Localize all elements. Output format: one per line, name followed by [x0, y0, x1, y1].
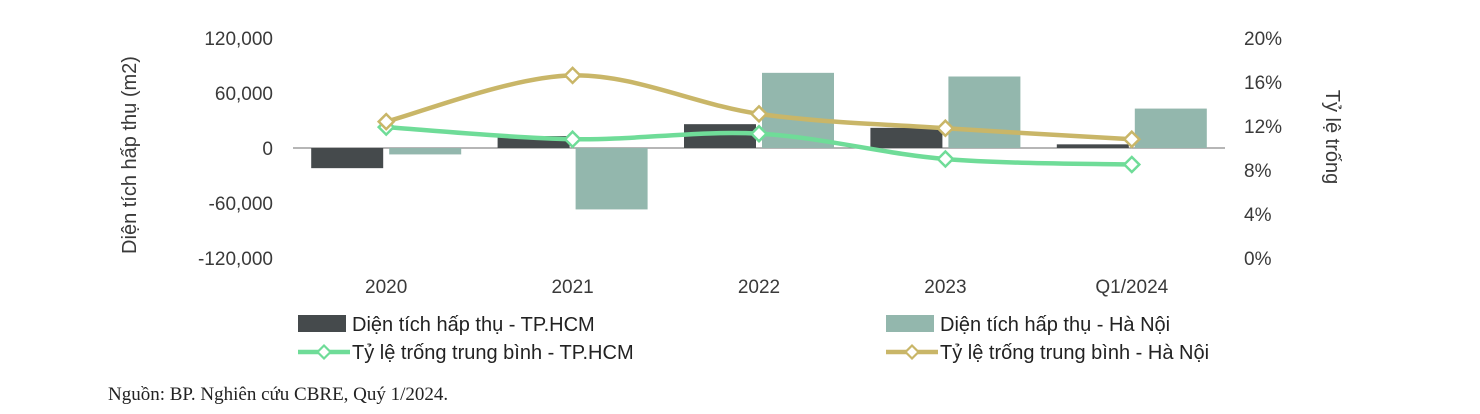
marker-vacancy-hanoi: [936, 118, 955, 138]
y-tick-label: -120,000: [198, 249, 273, 270]
marker-vacancy-hcm: [1122, 155, 1142, 174]
lines-layer: [376, 66, 1142, 174]
legend-marker: [315, 343, 333, 361]
y-tick-label: 60,000: [215, 84, 273, 105]
legend-marker: [903, 343, 921, 361]
marker-vacancy-hanoi: [376, 112, 396, 131]
bar-hanoi: [389, 148, 462, 155]
marker-vacancy-hcm: [563, 129, 582, 149]
y2-tick-label: 20%: [1244, 29, 1282, 50]
bars-layer: [311, 72, 1207, 210]
y2-tick-label: 16%: [1244, 73, 1282, 94]
y2-axis-title: Tỷ lệ trống: [1321, 90, 1343, 184]
legend-label: Tỷ lệ trống trung bình - Hà Nội: [940, 342, 1209, 364]
y-tick-label: 0: [262, 139, 273, 160]
bar-hanoi: [1134, 108, 1207, 148]
source-note: Nguồn: BP. Nghiên cứu CBRE, Quý 1/2024.: [108, 384, 449, 405]
y-tick-label: -60,000: [209, 194, 273, 215]
legend-label: Tỷ lệ trống trung bình - TP.HCM: [352, 342, 634, 364]
legend-swatch: [298, 315, 346, 332]
bar-hcm: [684, 124, 756, 148]
legend-label: Diện tích hấp thụ - Hà Nội: [940, 314, 1170, 336]
y2-tick-label: 8%: [1244, 161, 1272, 182]
marker-vacancy-hcm: [749, 124, 769, 143]
legend-swatch: [886, 315, 934, 332]
bar-hcm: [497, 136, 570, 148]
bar-hanoi: [948, 76, 1021, 148]
x-tick-label: 2022: [738, 277, 780, 298]
y2-tick-label: 12%: [1244, 117, 1282, 138]
bar-hcm: [311, 148, 384, 169]
y2-tick-label: 4%: [1244, 205, 1272, 226]
x-tick-label: 2021: [551, 277, 593, 298]
y2-tick-label: 0%: [1244, 249, 1272, 270]
bar-hanoi: [575, 148, 648, 210]
marker-vacancy-hanoi: [563, 66, 582, 85]
x-tick-label: Q1/2024: [1095, 277, 1168, 298]
tick-labels-layer: 120,000 60,000 0 -60,000 -120,000 20% 16% 12% 8%…: [198, 29, 1282, 298]
y-axis-title: Diện tích hấp thụ (m2): [119, 56, 141, 254]
axis-titles-layer: Diện tích hấp thụ (m2) Tỷ lệ trống: [119, 56, 1343, 254]
marker-vacancy-hanoi: [1122, 129, 1142, 149]
x-tick-label: 2023: [924, 277, 966, 298]
bar-hcm: [870, 127, 943, 148]
marker-vacancy-hanoi: [749, 104, 769, 124]
x-tick-label: 2020: [365, 277, 407, 298]
bar-hcm: [1056, 144, 1129, 148]
y-tick-label: 120,000: [204, 29, 273, 50]
legend: Diện tích hấp thụ - TP.HCM Diện tích hấp …: [298, 314, 1209, 364]
marker-vacancy-hcm: [936, 149, 955, 169]
legend-label: Diện tích hấp thụ - TP.HCM: [352, 314, 595, 336]
